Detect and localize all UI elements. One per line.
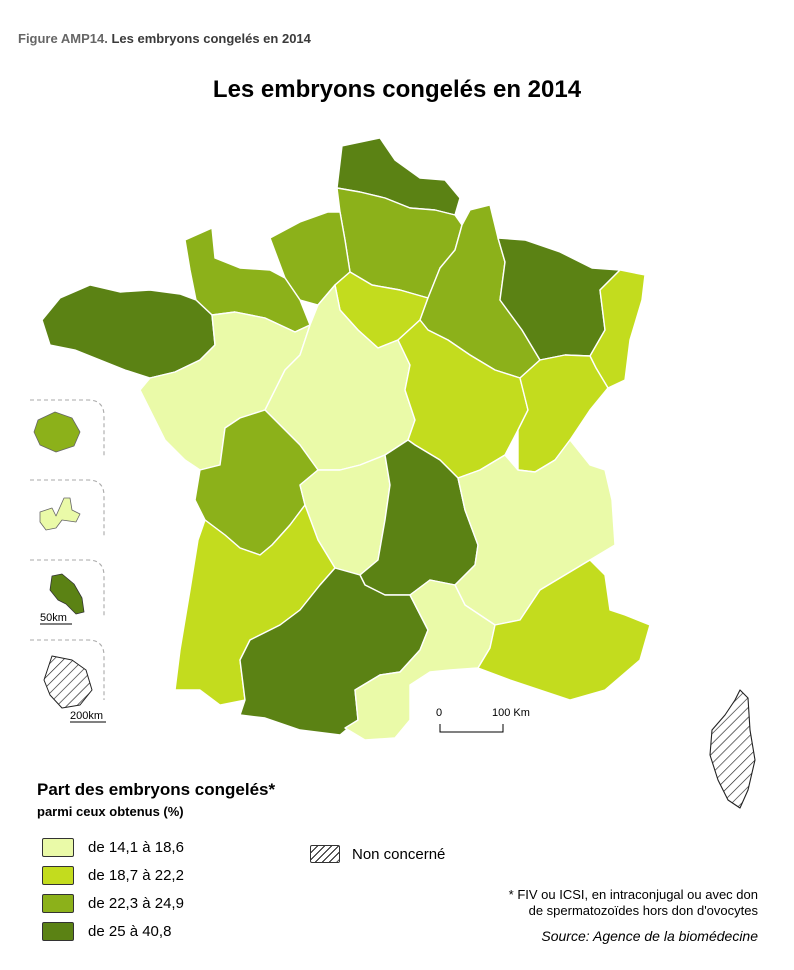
- legend-label-1: de 14,1 à 18,6: [88, 838, 184, 856]
- inset-scale-200km-label: 200km: [70, 710, 103, 722]
- inset-scale-50km-label: 50km: [40, 612, 67, 624]
- legend-swatch-1: [42, 837, 74, 857]
- region-martinique[interactable]: [49, 573, 85, 615]
- scale-start-label: 0: [436, 707, 442, 719]
- scale-bar: 0 100 Km: [436, 707, 530, 733]
- region-la-reunion[interactable]: [33, 411, 81, 453]
- inset-scale-200km: 200km: [70, 710, 106, 723]
- footnote-line-2: de spermatozoïdes hors don d'ovocytes: [528, 903, 758, 918]
- legend-not-concerned-label: Non concerné: [352, 845, 446, 863]
- legend-item-3: de 22,3 à 24,9: [42, 892, 184, 914]
- region-bretagne[interactable]: [41, 284, 216, 379]
- legend-label-2: de 18,7 à 22,2: [88, 866, 184, 884]
- legend-item-4: de 25 à 40,8: [42, 920, 171, 942]
- region-paca[interactable]: [477, 559, 651, 701]
- legend-subtitle: parmi ceux obtenus (%): [37, 804, 184, 819]
- region-rhone-alpes[interactable]: [454, 439, 616, 626]
- figure-caption: Figure AMP14. Les embryons congelés en 2…: [18, 31, 311, 46]
- scale-end-label: 100 Km: [492, 707, 530, 719]
- footnote: * FIV ou ICSI, en intraconjugal ou avec …: [509, 887, 758, 919]
- legend-label-4: de 25 à 40,8: [88, 922, 172, 940]
- region-languedoc-roussillon[interactable]: [344, 579, 496, 741]
- map-title: Les embryons congelés en 2014: [212, 76, 582, 103]
- footnote-line-1: * FIV ou ICSI, en intraconjugal ou avec …: [508, 887, 758, 902]
- hatch-swatch: [310, 845, 340, 863]
- region-guyane[interactable]: [43, 655, 93, 709]
- source-credit: Source: Agence de la biomédecine: [541, 928, 758, 944]
- figure-caption-text: Les embryons congelés en 2014: [111, 31, 311, 46]
- overseas-insets: [30, 399, 105, 700]
- legend-title: Part des embryons congelés*: [37, 780, 276, 799]
- legend-label-3: de 22,3 à 24,9: [88, 894, 184, 912]
- region-guadeloupe[interactable]: [39, 497, 81, 531]
- figure-label: Figure AMP14.: [18, 31, 108, 46]
- legend-swatch-2: [42, 865, 74, 885]
- inset-scale-50km: 50km: [40, 612, 72, 625]
- region-franche-comte[interactable]: [517, 354, 609, 473]
- legend-swatch-3: [42, 893, 74, 913]
- legend-swatch-4: [42, 921, 74, 941]
- legend-not-concerned: Non concerné: [310, 845, 445, 863]
- legend-item-1: de 14,1 à 18,6: [42, 836, 184, 858]
- legend-item-2: de 18,7 à 22,2: [42, 864, 184, 886]
- region-corse[interactable]: [709, 689, 756, 809]
